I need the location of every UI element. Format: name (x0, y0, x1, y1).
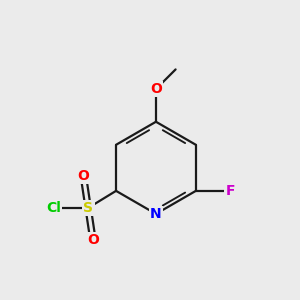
Text: F: F (225, 184, 235, 198)
Text: N: N (150, 207, 162, 221)
Text: O: O (87, 233, 99, 247)
Text: O: O (150, 82, 162, 96)
Text: S: S (83, 201, 93, 215)
Text: Cl: Cl (46, 201, 62, 215)
Text: O: O (77, 169, 89, 183)
